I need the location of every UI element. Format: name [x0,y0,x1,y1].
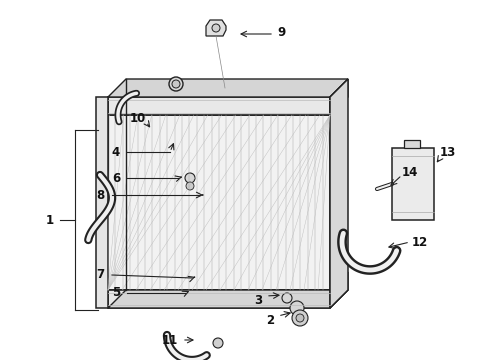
Text: 3: 3 [254,293,262,306]
Polygon shape [108,115,330,290]
Text: 10: 10 [130,112,146,125]
Circle shape [172,80,180,88]
Text: 2: 2 [266,314,274,327]
Polygon shape [96,97,108,308]
Polygon shape [392,148,434,220]
Polygon shape [108,290,348,308]
Circle shape [296,314,304,322]
Text: 5: 5 [112,287,120,300]
Text: 1: 1 [46,213,54,226]
Text: 12: 12 [412,235,428,248]
Polygon shape [330,79,348,115]
Polygon shape [108,97,330,115]
Text: 11: 11 [162,333,178,346]
Circle shape [186,182,194,190]
Polygon shape [404,140,420,148]
Polygon shape [330,272,348,308]
Polygon shape [108,79,348,97]
Text: 9: 9 [278,26,286,39]
Text: 14: 14 [402,166,418,179]
Circle shape [213,338,223,348]
Text: 7: 7 [96,269,104,282]
Polygon shape [206,20,226,36]
Text: 6: 6 [112,171,120,185]
Circle shape [212,24,220,32]
Circle shape [185,173,195,183]
Text: 8: 8 [96,189,104,202]
Text: 4: 4 [112,145,120,158]
Text: 13: 13 [440,145,456,158]
Circle shape [290,301,304,315]
Circle shape [282,293,292,303]
Polygon shape [330,79,348,308]
Circle shape [169,77,183,91]
Circle shape [292,310,308,326]
Polygon shape [108,290,330,308]
